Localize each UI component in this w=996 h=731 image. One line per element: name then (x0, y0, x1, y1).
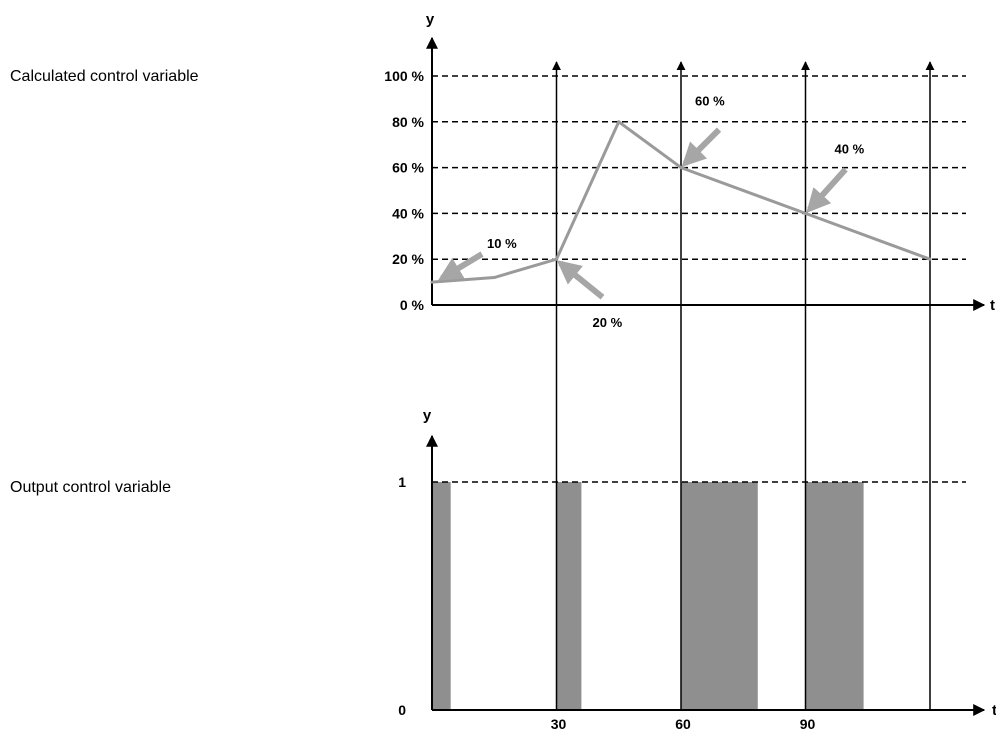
pulse-bar-4 (805, 482, 864, 710)
curve-point-2 (555, 257, 558, 261)
bottom-x-tick-60: 60 (675, 716, 691, 731)
annotation-arrow-20 (556, 260, 605, 300)
bottom-x-axis-label: t (992, 702, 996, 719)
curve-point-5 (804, 211, 807, 215)
curve-point-3 (617, 120, 621, 124)
top-x-axis-label: t (990, 297, 995, 314)
bottom-x-tick-90: 90 (800, 716, 816, 731)
bottom-y-tick-0: 0 (398, 702, 406, 718)
top-y-axis-label: y (426, 11, 435, 28)
top-y-tick-0: 0 % (400, 297, 425, 313)
pulse-bar-3 (681, 482, 758, 710)
annotation-label: 10 % (487, 236, 517, 251)
top-y-tick-20: 20 % (392, 251, 424, 267)
pulse-bar-1 (432, 482, 451, 710)
top-y-tick-100: 100 % (384, 68, 424, 84)
bottom-x-tick-30: 30 (551, 716, 567, 731)
top-y-tick-80: 80 % (392, 114, 424, 130)
annotation-arrow-60 (681, 127, 722, 167)
annotation-label: 40 % (835, 141, 865, 156)
bottom-y-axis-label: y (423, 407, 432, 424)
top-y-tick-60: 60 % (392, 160, 424, 176)
annotation-label: 20 % (593, 315, 623, 330)
annotation-arrow-40 (806, 167, 848, 213)
annotation-label: 60 % (695, 94, 725, 109)
top-y-tick-40: 40 % (392, 205, 424, 221)
pulse-bar-2 (556, 482, 582, 710)
curve-point-4 (679, 166, 683, 170)
bottom-y-tick-1: 1 (398, 474, 406, 490)
curve-point-6 (928, 257, 932, 261)
curve-point-0 (430, 280, 434, 284)
calculated-control-variable-label: Calculated control variable (10, 68, 199, 85)
output-control-variable-label: Output control variable (10, 479, 171, 496)
curve-point-1 (492, 276, 496, 280)
annotation-arrow-10 (437, 251, 484, 281)
